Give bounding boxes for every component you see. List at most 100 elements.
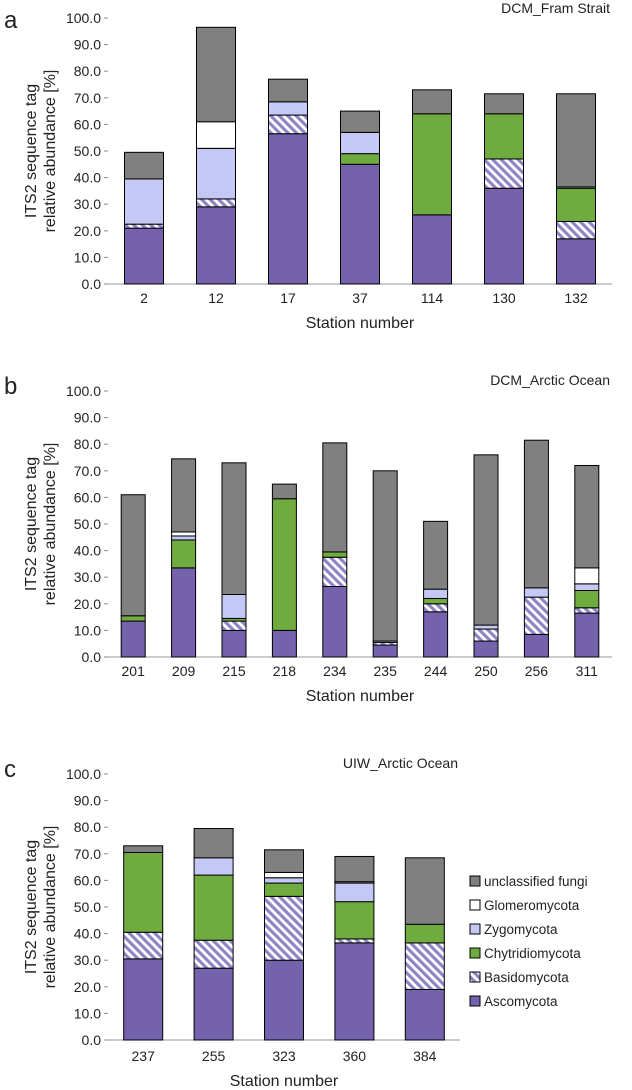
y-axis-title: ITS2 sequence tag relative abundance [%] — [23, 443, 59, 606]
bar-segment-zygomycota — [523, 587, 549, 598]
bar-segment-zygomycota — [473, 624, 499, 630]
bar-station-244 — [423, 520, 449, 658]
bar-segment-zygomycota — [334, 882, 375, 903]
legend-item-zygomycota: Zygomycota — [469, 922, 558, 937]
y-tick-label: 90.0 — [74, 793, 101, 809]
bar-station-250 — [473, 454, 499, 658]
legend: unclassified fungi Glomeromycota Zygomycot… — [469, 874, 588, 1009]
bar-segment-basidomycota — [196, 198, 236, 208]
y-axis-title: ITS2 sequence tag relative abundance [%] — [23, 70, 59, 233]
legend-item-basidomycota: Basidomycota — [469, 970, 569, 985]
chart-panel-c: c UIW_Arctic Ocean 0.0 10.0 20.0 30.0 40.0 50.0… — [4, 755, 460, 1090]
y-tick-label: 40.0 — [74, 170, 101, 186]
bar-segment-chytridiomycota — [193, 874, 234, 941]
bar-segment-chytridiomycota — [264, 882, 304, 897]
legend-item-unclassified-fungi: unclassified fungi — [469, 874, 588, 889]
bar-segment-unclassified-fungi — [322, 442, 348, 553]
x-tick-label: 218 — [273, 663, 297, 679]
bar-station-218 — [271, 483, 297, 658]
panel-title: DCM_Fram Strait — [501, 0, 610, 16]
bar-segment-basidomycota — [523, 596, 549, 635]
bar-segment-zygomycota — [196, 147, 236, 200]
y-tick-label: 20.0 — [74, 596, 101, 612]
bar-station-17 — [268, 78, 308, 285]
x-tick-label: 17 — [280, 290, 296, 306]
bar-segment-glomeromycota — [171, 531, 197, 537]
x-tick-label: 209 — [172, 663, 196, 679]
bar-segment-chytridiomycota — [322, 551, 348, 558]
y-tick-label: 10.0 — [74, 249, 101, 265]
x-tick-label: 235 — [374, 663, 398, 679]
bar-segment-basidomycota — [334, 938, 375, 944]
y-tick-label: 100.0 — [66, 383, 101, 399]
y-tick-label: 40.0 — [74, 543, 101, 559]
bar-segment-glomeromycota — [574, 567, 600, 585]
x-tick-label: 244 — [424, 663, 448, 679]
x-axis-title: Station number — [306, 315, 415, 332]
y-axis-title-line: ITS2 sequence tag — [23, 457, 40, 591]
bar-segment-ascomycota — [372, 644, 398, 658]
bar-segment-ascomycota — [196, 206, 236, 285]
bar-segment-zygomycota — [124, 178, 164, 225]
bar-segment-unclassified-fungi — [574, 464, 600, 569]
y-axis-title-line: relative abundance [%] — [42, 70, 59, 233]
legend-label: Chytridiomycota — [484, 946, 581, 961]
x-tick-label: 12 — [208, 290, 224, 306]
bar-segment-zygomycota — [423, 588, 449, 599]
bar-segment-unclassified-fungi — [271, 483, 297, 500]
y-tick-label: 50.0 — [74, 516, 101, 532]
bar-station-384 — [404, 857, 445, 1041]
bar-segment-ascomycota — [334, 942, 375, 1041]
bar-segment-ascomycota — [193, 967, 234, 1041]
panel-letter: c — [4, 756, 16, 783]
bar-segment-zygomycota — [574, 583, 600, 591]
bar-segment-unclassified-fungi — [120, 494, 146, 617]
bar-segment-unclassified-fungi — [196, 26, 236, 123]
bar-segment-basidomycota — [423, 603, 449, 613]
y-axis-title-line: relative abundance [%] — [42, 443, 59, 606]
y-tick-label: 10.0 — [74, 622, 101, 638]
chart-panel-a: a DCM_Fram Strait 0.0 10.0 20.0 30.0 40.0 50.0 6… — [4, 0, 612, 332]
x-tick-label: 237 — [132, 1048, 156, 1064]
y-tick-label: 80.0 — [74, 436, 101, 452]
bar-segment-basidomycota — [123, 931, 164, 960]
bar-station-114 — [412, 89, 452, 285]
bar-segment-ascomycota — [412, 214, 452, 285]
y-tick-label: 100.0 — [66, 10, 101, 26]
y-tick-label: 50.0 — [74, 143, 101, 159]
bar-segment-ascomycota — [473, 640, 499, 658]
legend-label: Basidomycota — [484, 970, 569, 985]
bar-segment-zygomycota — [221, 593, 247, 619]
bar-segment-glomeromycota — [196, 121, 236, 149]
x-axis-title: Station number — [230, 1073, 339, 1090]
bar-segment-ascomycota — [523, 633, 549, 658]
bar-station-37 — [340, 110, 380, 285]
bar-segment-basidomycota — [556, 220, 596, 240]
x-tick-label: 215 — [222, 663, 246, 679]
x-tick-label: 234 — [323, 663, 347, 679]
x-tick-label: 250 — [474, 663, 498, 679]
x-axis-title: Station number — [306, 688, 415, 705]
legend-item-glomeromycota: Glomeromycota — [469, 898, 580, 913]
bar-segment-basidomycota — [404, 942, 445, 990]
y-tick-label: 90.0 — [74, 37, 101, 53]
bar-segment-zygomycota — [171, 535, 197, 541]
bar-segment-basidomycota — [322, 556, 348, 588]
bar-segment-unclassified-fungi — [268, 78, 308, 103]
bar-station-237 — [123, 845, 164, 1041]
bar-segment-basidomycota — [264, 895, 304, 961]
bar-segment-unclassified-fungi — [340, 110, 380, 133]
bar-segment-ascomycota — [340, 163, 380, 285]
bar-segment-ascomycota — [574, 612, 600, 658]
bar-segment-unclassified-fungi — [556, 93, 596, 188]
y-tick-label: 30.0 — [74, 196, 101, 212]
legend-swatch — [469, 995, 481, 1007]
y-tick-label: 80.0 — [74, 819, 101, 835]
bar-segment-unclassified-fungi — [221, 462, 247, 595]
legend-swatch — [469, 923, 481, 935]
bar-segment-basidomycota — [473, 628, 499, 642]
y-tick-label: 70.0 — [74, 463, 101, 479]
bar-station-209 — [171, 458, 197, 658]
bar-segment-zygomycota — [264, 877, 304, 884]
